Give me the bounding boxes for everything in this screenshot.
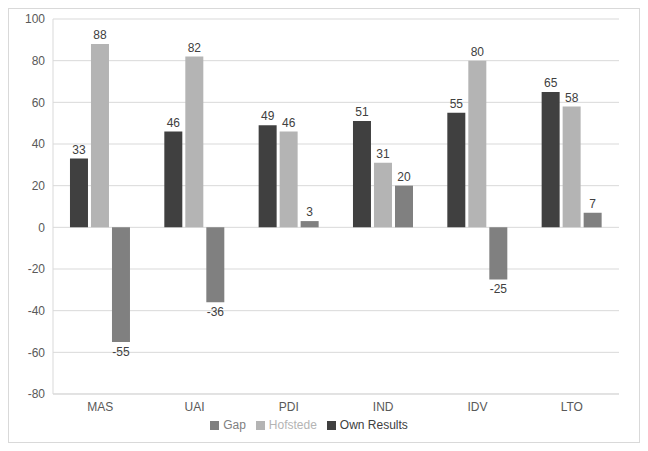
svg-text:49: 49 — [261, 109, 275, 123]
svg-text:-25: -25 — [490, 282, 508, 296]
svg-text:46: 46 — [282, 116, 296, 130]
svg-text:80: 80 — [32, 54, 46, 68]
svg-text:-40: -40 — [28, 304, 46, 318]
svg-text:-36: -36 — [207, 305, 225, 319]
svg-text:55: 55 — [450, 97, 464, 111]
svg-text:IDV: IDV — [467, 400, 487, 414]
svg-text:31: 31 — [376, 147, 390, 161]
html-text:Hofstede: Hofstede — [268, 418, 317, 432]
svg-text:MAS: MAS — [87, 400, 113, 414]
svg-text:PDI: PDI — [279, 400, 299, 414]
svg-text:20: 20 — [32, 179, 46, 193]
svg-text:46: 46 — [167, 116, 181, 130]
svg-text:-60: -60 — [28, 346, 46, 360]
svg-text:80: 80 — [471, 45, 485, 59]
svg-text:58: 58 — [565, 91, 579, 105]
svg-text:88: 88 — [93, 28, 107, 42]
svg-text:82: 82 — [188, 41, 202, 55]
svg-text:LTO: LTO — [561, 400, 583, 414]
html-text:Gap: Gap — [223, 418, 246, 432]
svg-text:51: 51 — [355, 105, 369, 119]
svg-text:IND: IND — [373, 400, 394, 414]
svg-text:-20: -20 — [28, 262, 46, 276]
svg-text:20: 20 — [397, 170, 411, 184]
svg-text:UAI: UAI — [184, 400, 204, 414]
svg-text:65: 65 — [544, 76, 558, 90]
html-text:Own Results: Own Results — [339, 418, 408, 432]
svg-text:0: 0 — [38, 221, 45, 235]
svg-text:40: 40 — [32, 137, 46, 151]
svg-text:-55: -55 — [112, 345, 130, 359]
svg-text:7: 7 — [589, 197, 596, 211]
svg-text:-80: -80 — [28, 387, 46, 401]
svg-text:33: 33 — [72, 143, 86, 157]
svg-text:100: 100 — [25, 12, 45, 26]
svg-text:3: 3 — [306, 205, 313, 219]
svg-text:60: 60 — [32, 96, 46, 110]
